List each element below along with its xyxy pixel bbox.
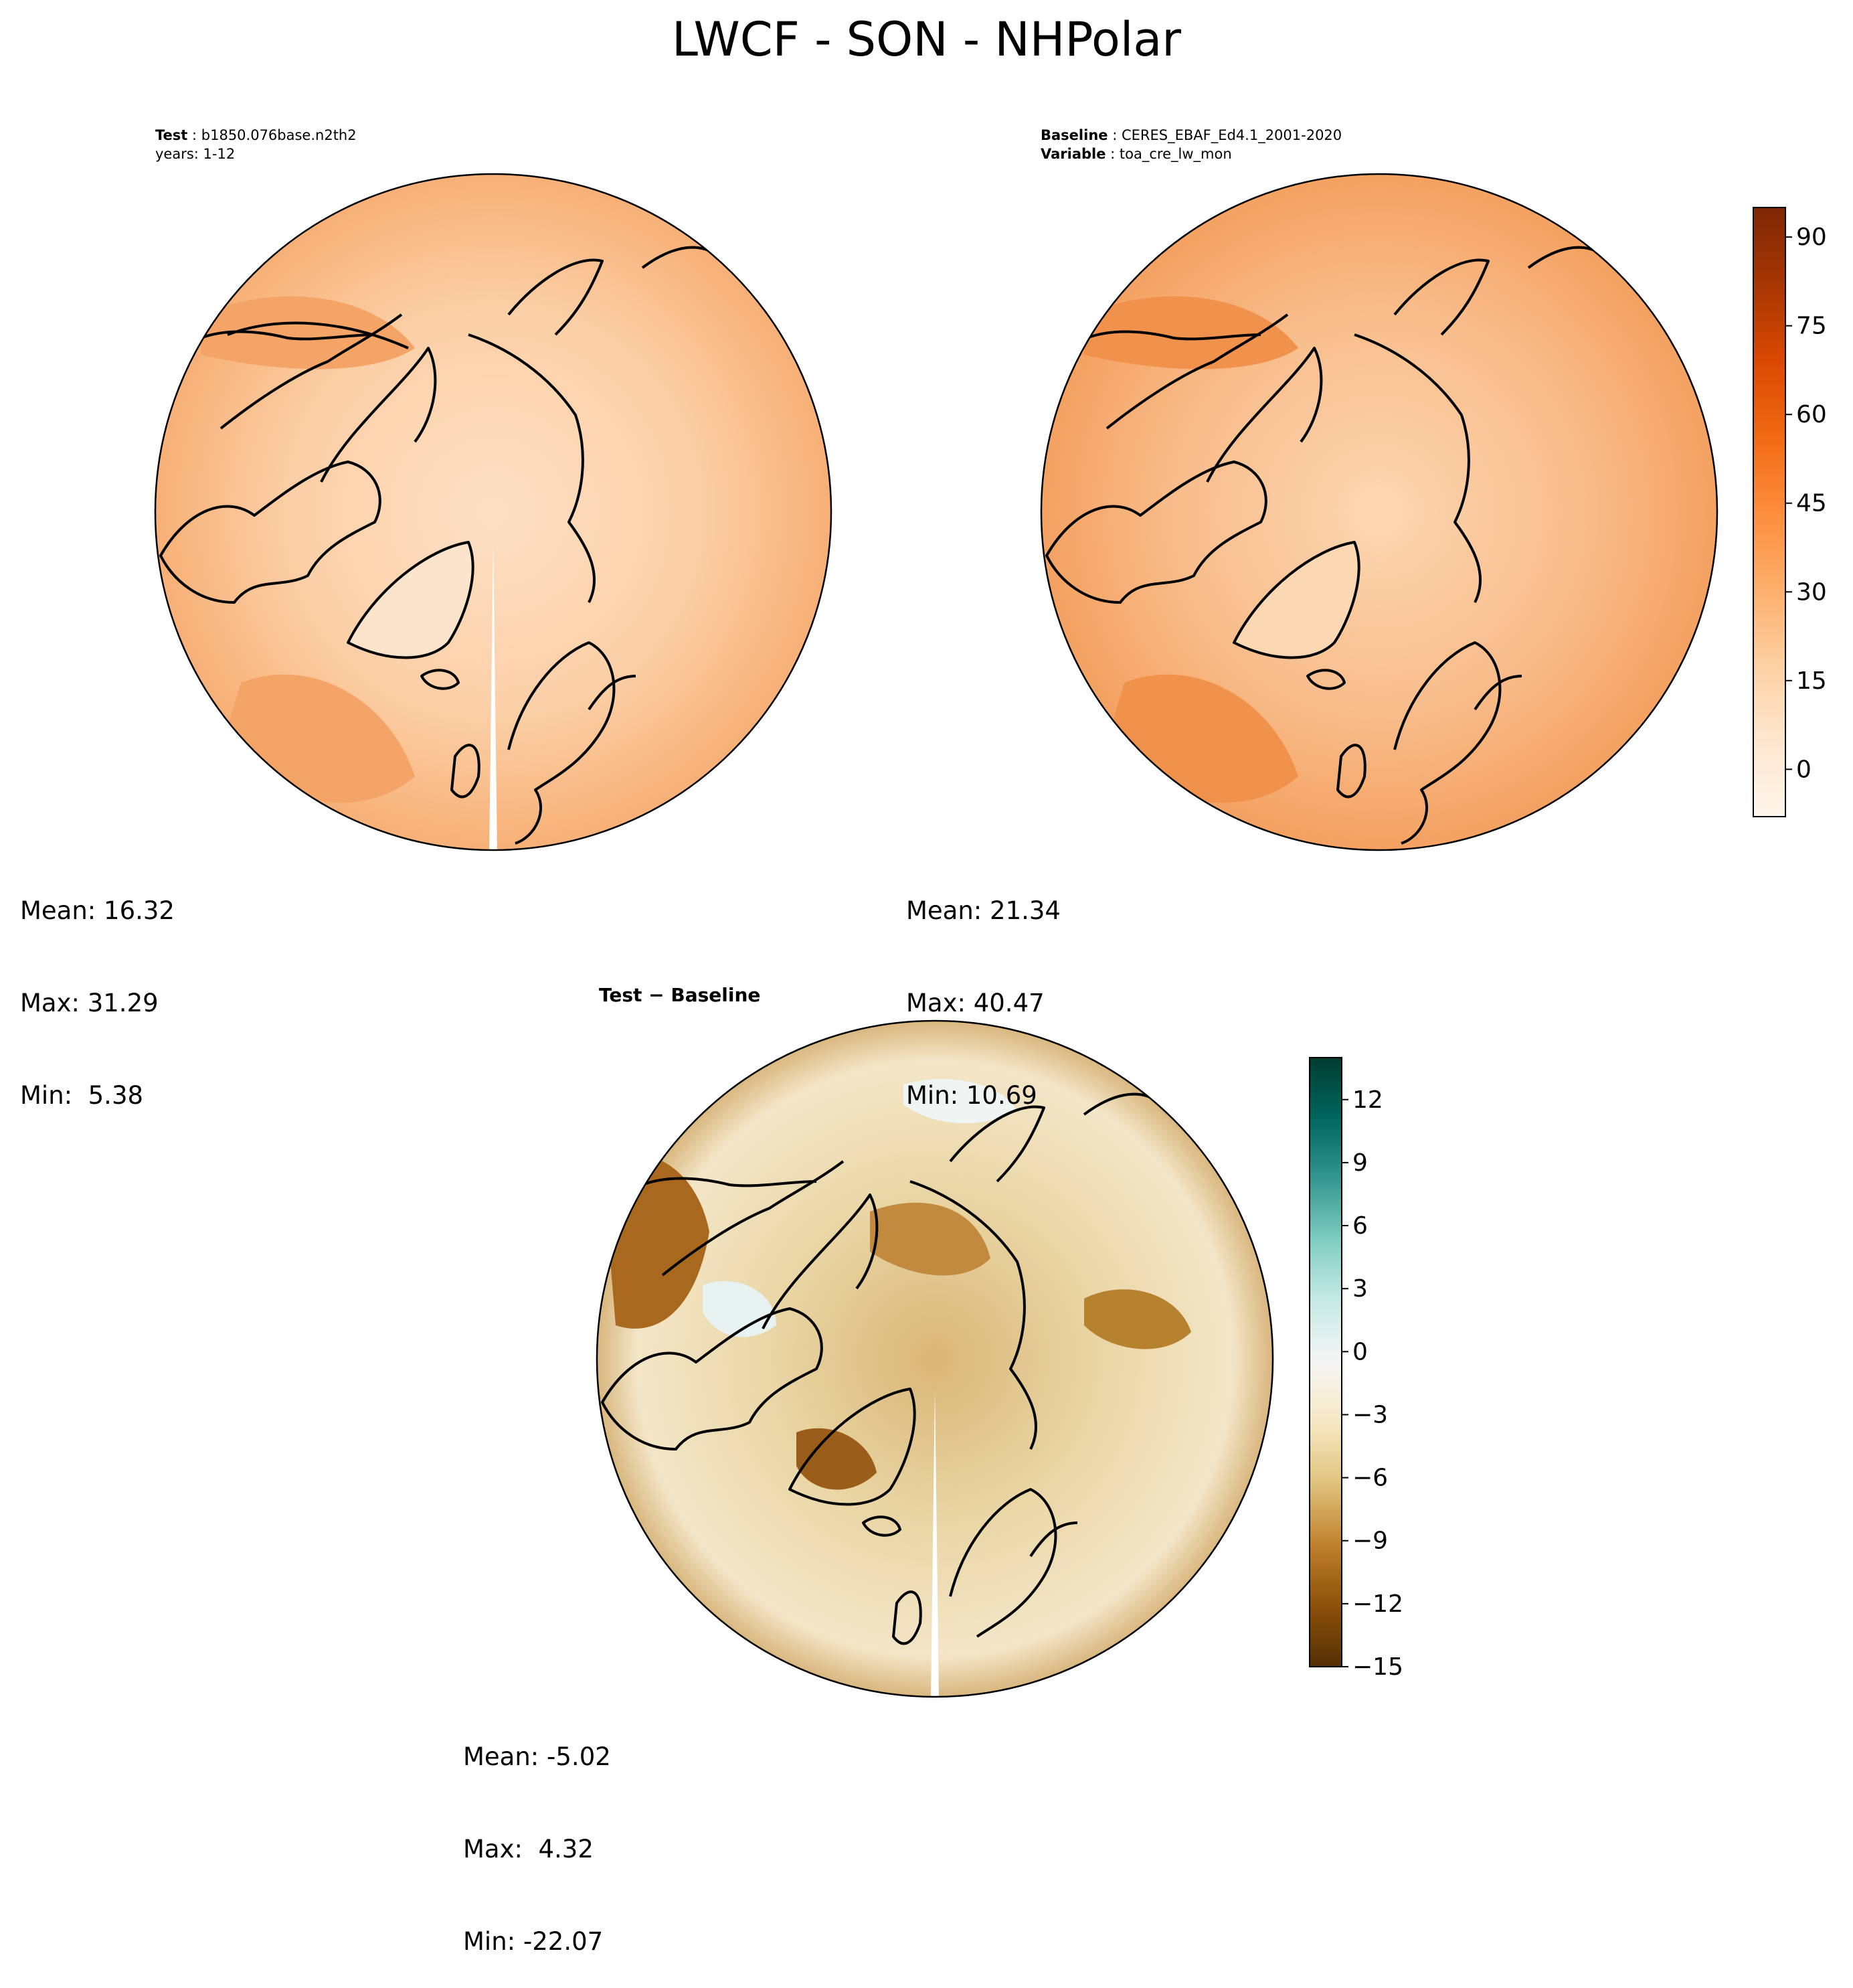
baseline-mean: Mean: 21.34: [906, 896, 1061, 925]
colorbar-difference-tick-label: −3: [1352, 1401, 1388, 1428]
colorbar-absolute-tick-label: 90: [1796, 224, 1827, 251]
baseline-dataset: CERES_EBAF_Ed4.1_2001-2020: [1121, 127, 1342, 143]
baseline-stats: Mean: 21.34 Max: 40.47 Min: 10.69: [906, 834, 1061, 1142]
difference-panel-title: Test − Baseline: [599, 984, 761, 1006]
colorbar-absolute-tick-label: 45: [1796, 490, 1827, 517]
baseline-label: Baseline: [1041, 127, 1108, 143]
difference-coastlines: [601, 1092, 1159, 1645]
colorbar-absolute-tick-label: 15: [1796, 667, 1827, 695]
colorbar-difference-tick-label: −6: [1352, 1465, 1388, 1492]
difference-stats: Mean: -5.02 Max: 4.32 Min: -22.07: [463, 1680, 611, 1988]
colorbar-difference: 12 9 6 3 0 −3 −6 −9 −12 −15: [1309, 1057, 1403, 1681]
colorbar-absolute-tick-label: 60: [1796, 401, 1827, 428]
colorbar-difference-tick-label: −15: [1352, 1653, 1403, 1681]
test-map: [154, 173, 832, 851]
test-stats: Mean: 16.32 Max: 31.29 Min: 5.38: [20, 834, 175, 1142]
colorbar-difference-tick-label: 0: [1352, 1338, 1368, 1365]
test-label: Test: [155, 127, 188, 143]
test-years: years: 1-12: [155, 146, 236, 162]
difference-max: Max: 4.32: [463, 1835, 594, 1863]
colorbar-difference-tick-label: −12: [1352, 1590, 1403, 1618]
colorbar-difference-tick-label: 6: [1352, 1212, 1368, 1240]
colorbar-difference-tick-label: 9: [1352, 1149, 1368, 1177]
variable-name: toa_cre_lw_mon: [1119, 146, 1232, 162]
colorbar-absolute-tick-label: 0: [1796, 756, 1812, 783]
colorbar-difference-tick-label: 3: [1352, 1275, 1368, 1303]
baseline-min: Min: 10.69: [906, 1081, 1037, 1110]
test-panel-header: Test : b1850.076base.n2th2 years: 1-12: [155, 127, 357, 162]
figure-title: LWCF - SON - NHPolar: [671, 12, 1181, 67]
variable-label: Variable: [1041, 146, 1106, 162]
baseline-map: [1040, 173, 1718, 851]
colorbar-absolute-tick-label: 30: [1796, 578, 1827, 606]
baseline-max: Max: 40.47: [906, 989, 1045, 1017]
colorbar-difference-tick-label: 12: [1352, 1086, 1383, 1114]
test-case-name: b1850.076base.n2th2: [201, 127, 357, 143]
colorbar-absolute: 90 75 60 45 30 15 0: [1753, 207, 1827, 817]
baseline-panel-header: Baseline : CERES_EBAF_Ed4.1_2001-2020 Va…: [1041, 127, 1342, 162]
difference-min: Min: -22.07: [463, 1927, 604, 1956]
test-max: Max: 31.29: [20, 989, 159, 1017]
test-mean: Mean: 16.32: [20, 896, 175, 925]
colorbar-absolute-tick-label: 75: [1796, 313, 1827, 340]
colorbar-difference-tick-label: −9: [1352, 1527, 1388, 1555]
test-min: Min: 5.38: [20, 1081, 144, 1110]
difference-map: [596, 1019, 1274, 1698]
difference-mean: Mean: -5.02: [463, 1742, 611, 1771]
